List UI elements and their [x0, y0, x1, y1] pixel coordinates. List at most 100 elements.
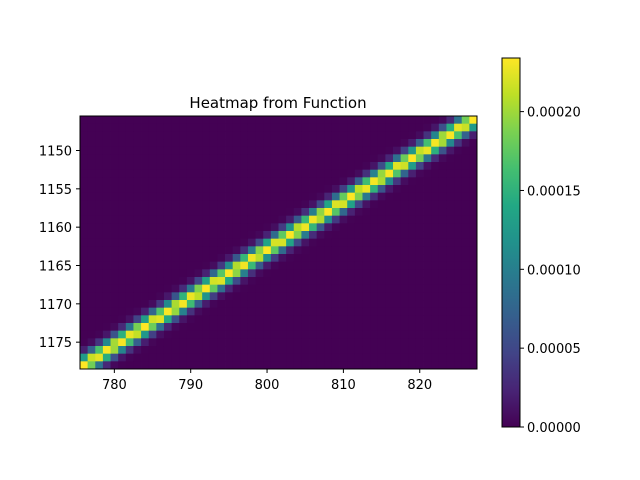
heatmap-cell — [95, 123, 104, 132]
heatmap-cell — [309, 346, 318, 355]
heatmap-cell — [186, 292, 195, 301]
heatmap-cell — [454, 361, 463, 370]
heatmap-cell — [423, 346, 432, 355]
heatmap-cell — [339, 154, 348, 163]
heatmap-cell — [240, 200, 249, 209]
heatmap-cell — [316, 238, 325, 247]
heatmap-cell — [339, 192, 348, 201]
heatmap-cell — [309, 361, 318, 370]
heatmap-cell — [293, 346, 302, 355]
heatmap-cell — [454, 269, 463, 278]
heatmap-cell — [415, 269, 424, 278]
heatmap-cell — [415, 162, 424, 171]
heatmap-cell — [423, 277, 432, 286]
heatmap-cell — [270, 254, 279, 263]
heatmap-cell — [163, 277, 173, 286]
heatmap-cell — [80, 338, 89, 347]
heatmap-cell — [225, 185, 234, 194]
heatmap-cell — [385, 185, 394, 194]
heatmap-cell — [209, 254, 218, 263]
heatmap-cell — [454, 254, 463, 263]
heatmap-cell — [163, 154, 173, 163]
heatmap-cell — [377, 162, 386, 171]
heatmap-cell — [118, 200, 127, 209]
heatmap-cell — [102, 192, 111, 201]
heatmap-cell — [408, 361, 417, 370]
heatmap-cell — [423, 116, 432, 125]
heatmap-cell — [110, 146, 119, 155]
heatmap-cell — [385, 300, 394, 309]
heatmap-cell — [194, 185, 203, 194]
heatmap-cell — [125, 292, 134, 301]
heatmap-cell — [156, 292, 165, 301]
heatmap-cell — [339, 146, 348, 155]
heatmap-cell — [209, 123, 218, 132]
heatmap-cell — [400, 361, 409, 370]
heatmap-cell — [217, 315, 226, 324]
heatmap-cell — [80, 223, 89, 232]
heatmap-cell — [102, 123, 111, 132]
heatmap-cell — [255, 192, 264, 201]
heatmap-cell — [194, 192, 203, 201]
heatmap-cell — [240, 254, 249, 263]
heatmap-cell — [202, 192, 211, 201]
heatmap-cell — [347, 300, 356, 309]
heatmap-cell — [247, 353, 256, 362]
heatmap-cell — [95, 238, 104, 247]
heatmap-cell — [324, 246, 333, 255]
heatmap-cell — [232, 215, 241, 224]
heatmap-cell — [209, 139, 218, 148]
heatmap-cell — [202, 346, 211, 355]
heatmap-cell — [339, 254, 348, 263]
heatmap-cell — [408, 300, 417, 309]
heatmap-cell — [316, 215, 325, 224]
heatmap-cell — [102, 177, 111, 186]
heatmap-cell — [469, 261, 478, 270]
heatmap-cell — [95, 361, 104, 370]
heatmap-cell — [255, 223, 264, 232]
heatmap-cell — [370, 277, 379, 286]
heatmap-cell — [309, 200, 318, 209]
heatmap-cell — [316, 185, 325, 194]
heatmap-cell — [324, 277, 333, 286]
heatmap-cell — [316, 269, 325, 278]
heatmap-cell — [309, 208, 318, 217]
heatmap-cell — [232, 208, 241, 217]
heatmap-cell — [141, 269, 150, 278]
heatmap-cell — [118, 215, 127, 224]
heatmap-cell — [232, 192, 241, 201]
heatmap-cell — [194, 116, 203, 125]
heatmap-cell — [179, 254, 188, 263]
heatmap-cell — [324, 169, 333, 178]
heatmap-cell — [87, 146, 96, 155]
heatmap-cell — [102, 215, 111, 224]
heatmap-cell — [141, 261, 150, 270]
heatmap-cell — [95, 284, 104, 293]
heatmap-cell — [316, 261, 325, 270]
heatmap-cell — [469, 200, 478, 209]
heatmap-cell — [141, 361, 150, 370]
heatmap-cell — [110, 185, 119, 194]
heatmap-cell — [347, 208, 356, 217]
heatmap-cell — [202, 131, 211, 140]
heatmap-cell — [393, 261, 402, 270]
heatmap-cell — [80, 315, 89, 324]
heatmap-cell — [324, 261, 333, 270]
heatmap-cell — [415, 323, 424, 332]
heatmap-cell — [225, 353, 234, 362]
heatmap-cell — [156, 116, 165, 125]
heatmap-cell — [461, 146, 470, 155]
heatmap-cell — [362, 200, 371, 209]
heatmap-cell — [87, 254, 96, 263]
heatmap-cell — [293, 223, 302, 232]
heatmap-cell — [202, 269, 211, 278]
heatmap-cell — [286, 284, 295, 293]
heatmap-cell — [225, 116, 234, 125]
heatmap-cell — [87, 123, 96, 132]
heatmap-cell — [331, 185, 340, 194]
heatmap-cell — [80, 200, 89, 209]
heatmap-cell — [377, 261, 386, 270]
heatmap-cell — [347, 200, 356, 209]
heatmap-cell — [461, 208, 470, 217]
heatmap-cell — [202, 116, 211, 125]
